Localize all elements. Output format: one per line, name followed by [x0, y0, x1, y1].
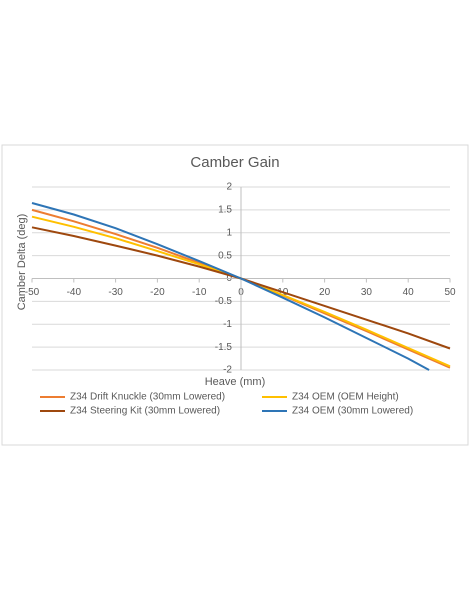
y-tick-label: 2: [226, 182, 232, 193]
x-tick-label: -30: [108, 287, 123, 298]
series-line: [31, 202, 430, 371]
y-tick-label: 0.5: [218, 250, 232, 261]
chart-frame: [1, 144, 469, 446]
legend-label: Z34 OEM (OEM Height): [292, 392, 399, 403]
x-tick-label: 20: [319, 287, 331, 298]
legend-label: Z34 Steering Kit (30mm Lowered): [70, 406, 220, 417]
y-tick-label: -1: [223, 319, 232, 330]
x-tick-label: -20: [150, 287, 165, 298]
y-tick-label: -1.5: [215, 342, 233, 353]
chart-title: Camber Gain: [190, 154, 279, 171]
x-tick-label: 30: [361, 287, 373, 298]
x-tick-label: -10: [192, 287, 207, 298]
y-tick-label: -0.5: [215, 296, 233, 307]
x-tick-label: 50: [444, 287, 456, 298]
x-tick-label: -50: [25, 287, 40, 298]
x-tick-label: -40: [67, 287, 82, 298]
y-axis-label: Camber Delta (deg): [16, 214, 28, 311]
x-axis-label: Heave (mm): [205, 376, 266, 388]
y-tick-label: 1.5: [218, 205, 232, 216]
y-tick-label: 1: [226, 227, 232, 238]
x-tick-label: 40: [403, 287, 415, 298]
legend-label: Z34 Drift Knuckle (30mm Lowered): [70, 392, 225, 403]
y-tick-label: -2: [223, 365, 232, 376]
legend-label: Z34 OEM (30mm Lowered): [292, 406, 413, 417]
